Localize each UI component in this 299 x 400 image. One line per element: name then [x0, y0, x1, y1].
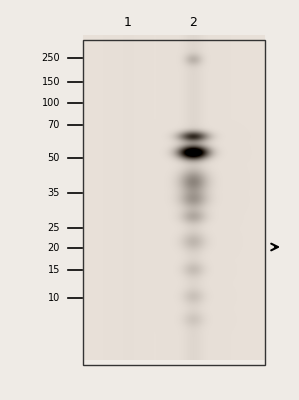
Text: 35: 35 — [48, 188, 60, 198]
Text: 15: 15 — [48, 265, 60, 275]
Text: 25: 25 — [48, 223, 60, 233]
Text: 50: 50 — [48, 153, 60, 163]
Text: 70: 70 — [48, 120, 60, 130]
Text: 150: 150 — [42, 77, 60, 87]
Bar — [83, 40, 265, 365]
Text: 10: 10 — [48, 293, 60, 303]
Text: 1: 1 — [124, 16, 132, 28]
Text: 250: 250 — [41, 53, 60, 63]
Text: 100: 100 — [42, 98, 60, 108]
Text: 20: 20 — [48, 243, 60, 253]
Text: 2: 2 — [189, 16, 197, 28]
